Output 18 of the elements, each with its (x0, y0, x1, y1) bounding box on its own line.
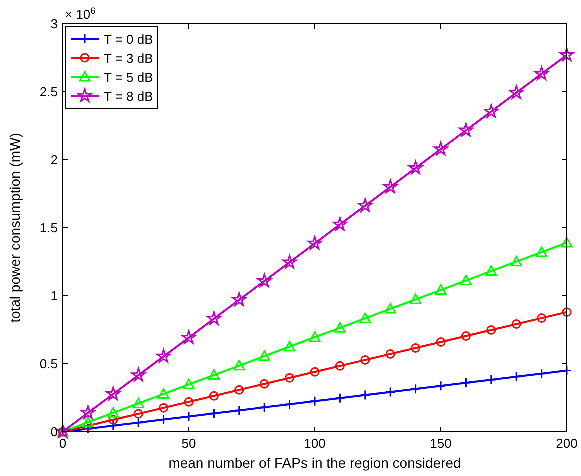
y-axis-title: total power consumption (mW) (7, 133, 23, 323)
x-tick-label: 150 (430, 436, 452, 451)
text: × 10$^{6}$ (65, 6, 96, 22)
y-tick-label: 1 (50, 288, 58, 304)
y-tick-label: 1.5 (40, 220, 58, 236)
x-tick-label: 100 (304, 436, 326, 451)
x-axis-title: mean number of FAPs in the region considered (168, 455, 462, 471)
x-tick-label: 200 (556, 436, 578, 451)
legend-label: T = 5 dB (104, 70, 154, 85)
legend-label: T = 8 dB (104, 89, 154, 104)
y-tick-label: 0.5 (40, 356, 58, 372)
y-tick-label: 0 (50, 424, 58, 440)
y-tick-label: 2.5 (40, 84, 58, 100)
legend-label: T = 3 dB (104, 51, 154, 66)
x-tick-label: 50 (182, 436, 196, 451)
y-tick-label: 3 (50, 16, 58, 32)
legend-label: T = 0 dB (104, 32, 154, 47)
y-tick-label: 2 (50, 152, 58, 168)
